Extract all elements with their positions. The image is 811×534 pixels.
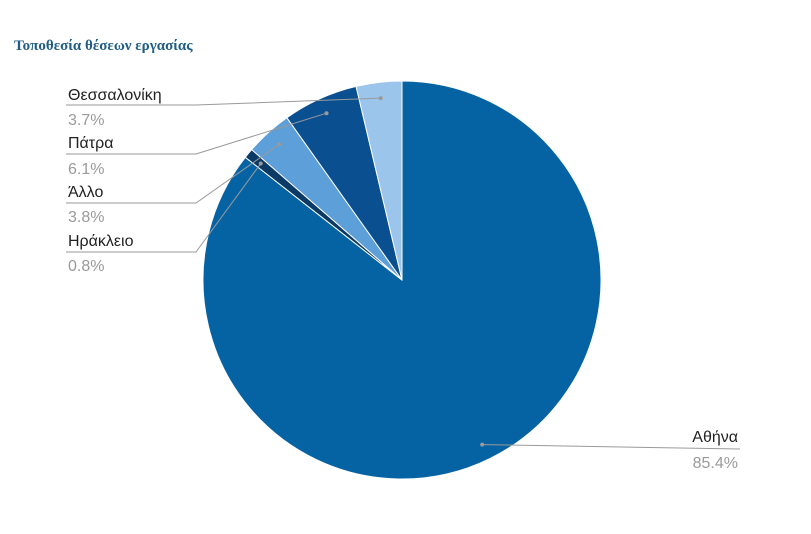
leader-lines <box>66 96 741 450</box>
slice-label-1: Αθήνα <box>692 429 738 446</box>
leader-line-4 <box>66 112 327 155</box>
leader-line-3 <box>66 143 280 204</box>
slice-label-4: Πάτρα <box>68 135 113 152</box>
slice-value-label-2: 0.8% <box>68 258 104 275</box>
leader-line-5 <box>66 97 381 106</box>
slice-value-label-5: 3.7% <box>68 112 104 129</box>
slice-value-label-1: 85.4% <box>693 455 738 472</box>
slice-label-2: Ηράκλειο <box>68 233 134 250</box>
slice-5 <box>355 80 403 281</box>
slice-value-label-4: 6.1% <box>68 161 104 178</box>
slice-labels: Αθήνα 85.4% Ηράκλειο 0.8% Άλλο 3.8% Πάτρα 6.1% Θ… <box>68 87 738 472</box>
pie-slices <box>202 80 602 480</box>
slice-label-5: Θεσσαλονίκη <box>68 87 162 104</box>
leader-line-1 <box>482 444 741 450</box>
chart-title: Τοποθεσία θέσεων εργασίας <box>14 38 193 54</box>
slice-label-3: Άλλο <box>68 184 103 201</box>
leader-line-2 <box>66 163 262 253</box>
slice-value-label-3: 3.8% <box>68 209 104 226</box>
